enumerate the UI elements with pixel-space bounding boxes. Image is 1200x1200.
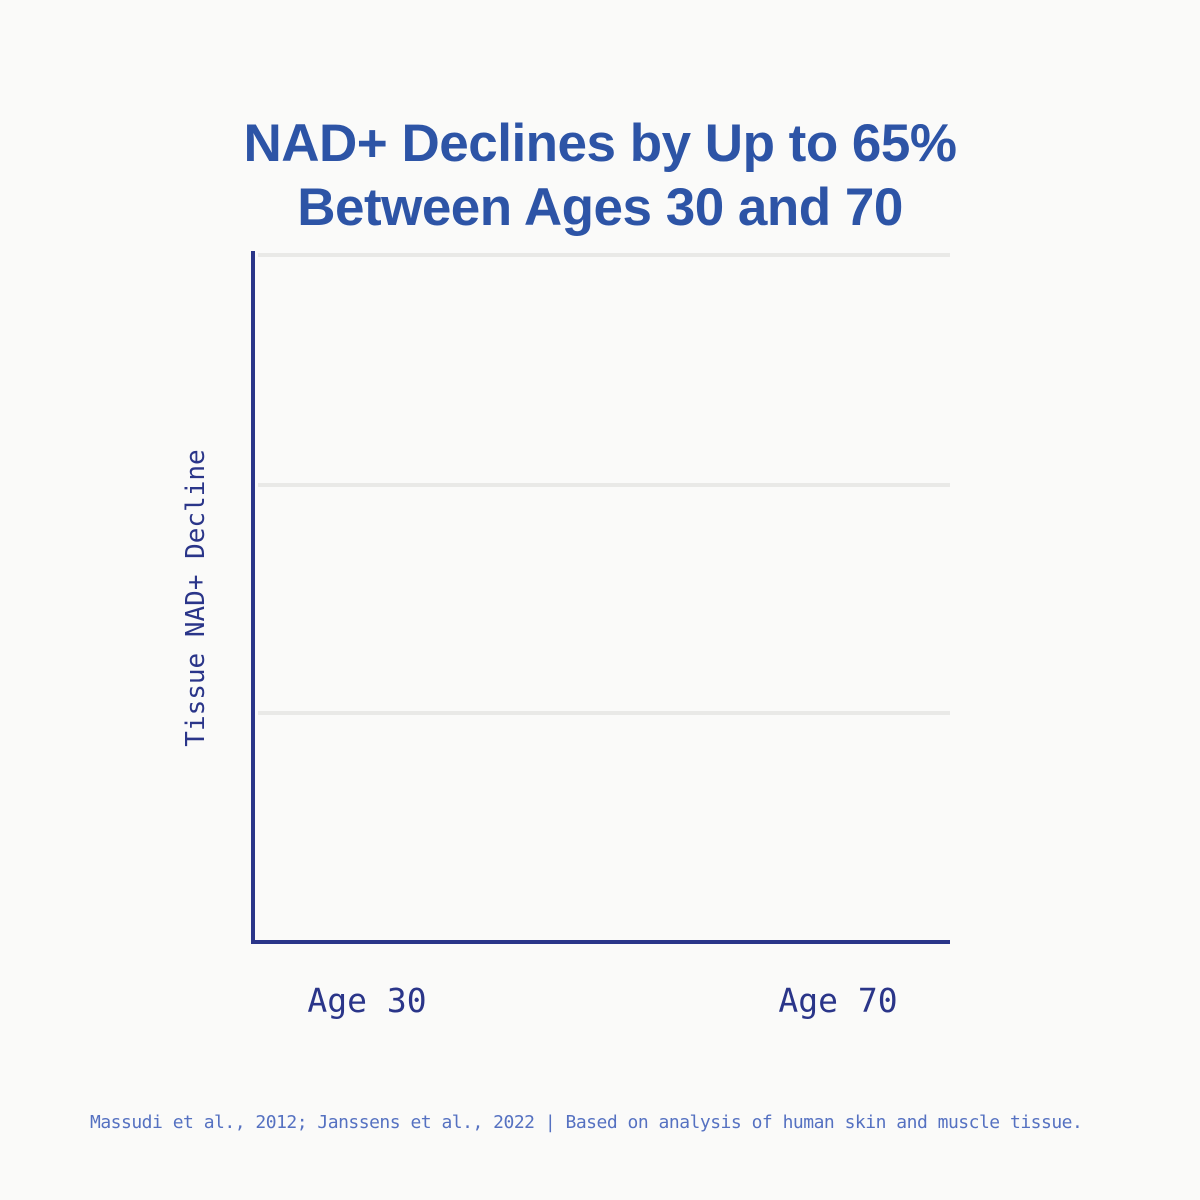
gridline-bottom bbox=[258, 711, 950, 715]
title-line-2: Between Ages 30 and 70 bbox=[297, 178, 903, 237]
y-axis-line bbox=[251, 251, 255, 944]
x-tick-age-70: Age 70 bbox=[778, 981, 898, 1020]
gridline-middle bbox=[258, 483, 950, 487]
source-citation: Massudi et al., 2012; Janssens et al., 2… bbox=[90, 1112, 1083, 1133]
x-axis-line bbox=[251, 940, 950, 944]
title-line-1: NAD+ Declines by Up to 65% bbox=[243, 114, 957, 173]
page-title: NAD+ Declines by Up to 65% Between Ages … bbox=[0, 112, 1200, 240]
gridline-top bbox=[258, 253, 950, 257]
x-tick-age-30: Age 30 bbox=[307, 981, 427, 1020]
